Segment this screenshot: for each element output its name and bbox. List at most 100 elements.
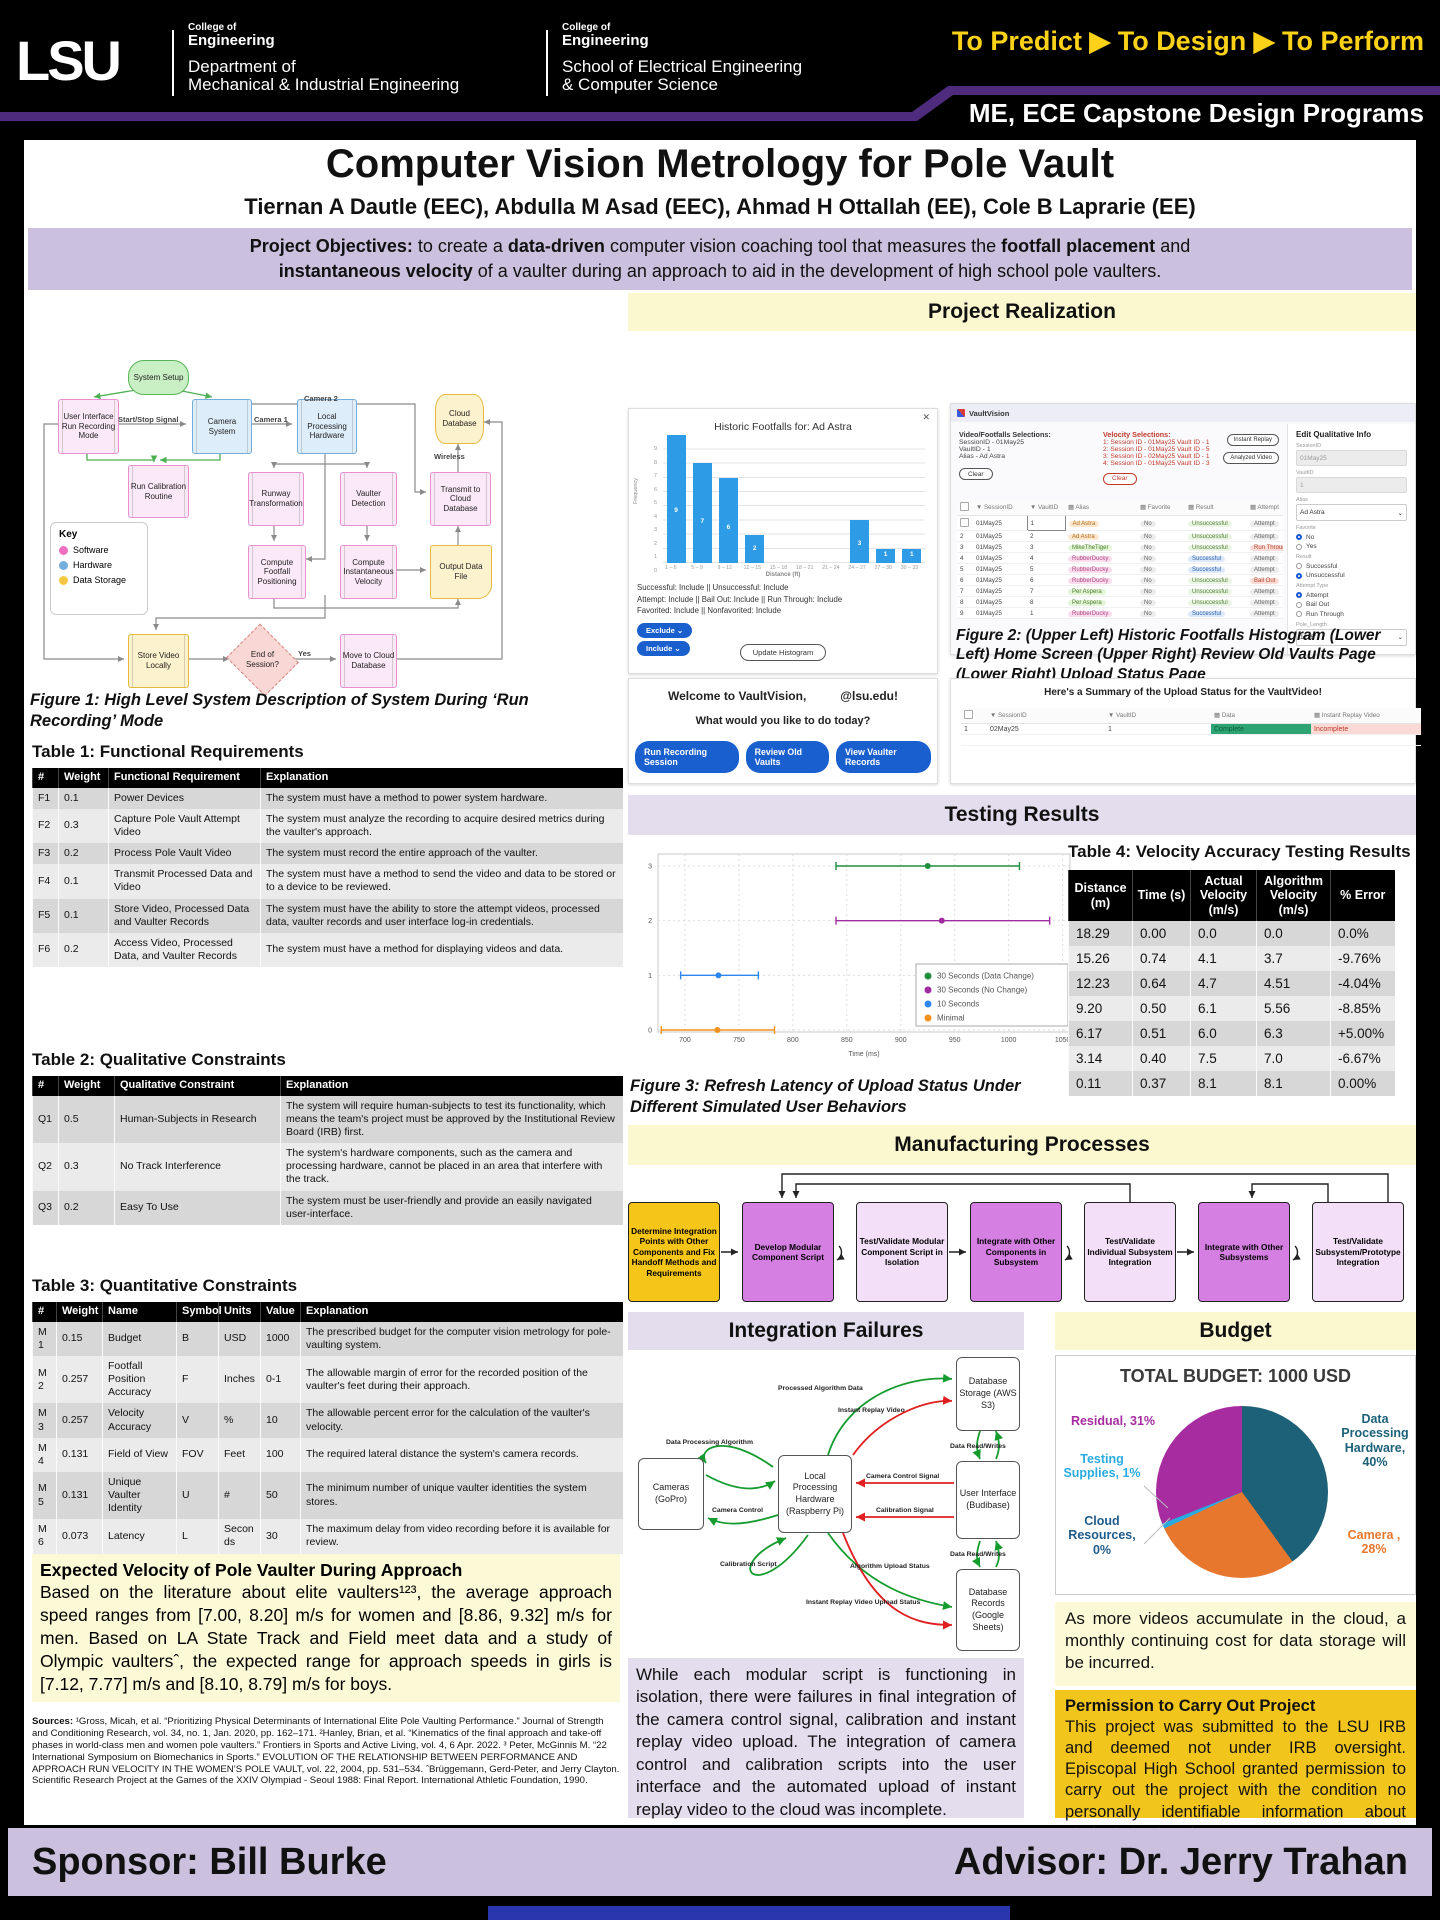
step-test-subsystem: Test/Validate Individual Subsystem Integ…: [1084, 1202, 1176, 1302]
vault-row[interactable]: 9 01May25 1 RubberDucky No Successful Attempt: [957, 607, 1283, 619]
table3-quantitative-constraints: # Weight Name Symbol Units Value Explanation M…: [32, 1302, 623, 1554]
sources-paragraph: Sources: ¹Gross, Micah, et al. “Prioriti…: [32, 1716, 620, 1787]
review-old-vaults-button[interactable]: Review Old Vaults: [745, 741, 829, 773]
upload-header-row: ▼ SessionID ▼ VaultID ▦ Data ▦ Instant Repl…: [961, 708, 1421, 724]
radio-icon[interactable]: [1296, 601, 1302, 608]
table-header-row: # Weight Name Symbol Units Value Explanation: [32, 1302, 623, 1322]
radio-icon[interactable]: [1296, 534, 1302, 540]
table2-qualitative-constraints: # Weight Qualitative Constraint Explanation…: [32, 1076, 623, 1225]
svg-text:850: 850: [841, 1037, 853, 1044]
pole-length-select[interactable]: 12' 6" ⌄: [1296, 628, 1407, 646]
figure2-caption: Figure 2: (Upper Left) Historic Footfall…: [956, 627, 1381, 683]
view-vaulter-records-button[interactable]: View Vaulter Records: [835, 741, 931, 773]
select-all-checkbox[interactable]: [964, 710, 973, 719]
histogram-screenshot: ✕ Historic Footfalls for: Ad Astra Frequ…: [628, 408, 938, 674]
vault-row[interactable]: 2 01May25 2 Ad Astra No Unsuccessful Attempt: [957, 530, 1283, 542]
svg-text:1050: 1050: [1055, 1037, 1071, 1044]
footer-band: Sponsor: Bill Burke Advisor: Dr. Jerry T…: [8, 1828, 1432, 1896]
pie-label-cloud: Cloud Resources, 0%: [1068, 1514, 1136, 1557]
upload-title: Here's a Summary of the Upload Status fo…: [1044, 687, 1322, 698]
section-budget: Budget: [1055, 1312, 1416, 1350]
table-row: M2 0.257 Footfall Position Accuracy F Inches…: [32, 1356, 623, 1404]
node-output-data-file: Output Data File: [430, 545, 492, 599]
budget-total-title: TOTAL BUDGET: 1000 USD: [1119, 1366, 1352, 1386]
velocity-selections: Velocity Selections: 1: Session ID - 01M…: [1103, 430, 1243, 485]
velocity-box-title: Expected Velocity of Pole Vaulter During…: [40, 1560, 463, 1580]
poster-body: Computer Vision Metrology for Pole Vault…: [24, 140, 1421, 1842]
table-row: 15.26 0.74 4.1 3.7 -9.76%: [1068, 946, 1395, 972]
favorite-no-radio[interactable]: No: [1296, 534, 1407, 541]
favorite-yes-radio[interactable]: Yes: [1296, 543, 1407, 550]
vault-row[interactable]: 7 01May25 7 Per Aspera No Unsuccessful Attempt: [957, 585, 1283, 597]
question-text: What would you like to do today?: [695, 715, 871, 727]
node-local-processing: Local Processing Hardware (Raspberry Pi): [778, 1455, 852, 1533]
row-checkbox[interactable]: [960, 517, 969, 527]
radio-icon[interactable]: [1296, 611, 1302, 617]
edge-data-readwrites-2: Data Read/Writes: [950, 1551, 1006, 1558]
close-icon[interactable]: ✕: [922, 412, 930, 422]
radio-icon[interactable]: [1296, 592, 1302, 598]
select-all-checkbox[interactable]: [960, 502, 969, 511]
runthrough-radio[interactable]: Run Through: [1296, 611, 1407, 618]
table1-functional-requirements: # Weight Functional Requirement Explanation…: [32, 768, 623, 967]
instant-replay-button[interactable]: Instant Replay: [1226, 434, 1279, 446]
clear-velocity-button[interactable]: Clear: [1103, 472, 1137, 485]
table4-title: Table 4: Velocity Accuracy Testing Resul…: [1068, 842, 1411, 861]
pie-label-dph: Data Processing Hardware, 40%: [1341, 1412, 1409, 1470]
vault-row[interactable]: 4 01May25 4 RubberDucky No Successful Attempt: [957, 552, 1283, 564]
table-row: M5 0.131 Unique Vaulter Identity U #50 The mi…: [32, 1471, 623, 1520]
radio-icon[interactable]: [1296, 563, 1302, 569]
vault-row[interactable]: 01May25 1 Ad Astra No Unsuccessful Attempt: [957, 515, 1283, 531]
college-me: College of Engineering Department of Mec…: [188, 22, 459, 95]
attempt-radio[interactable]: Attempt: [1296, 592, 1407, 599]
alias-select[interactable]: Ad Astra ⌄: [1296, 504, 1407, 521]
vault-row[interactable]: 8 01May25 8 Per Aspera No Unsuccessful Attempt: [957, 596, 1283, 608]
run-recording-button[interactable]: Run Recording Session: [635, 741, 739, 773]
bailout-radio[interactable]: Bail Out: [1296, 601, 1407, 608]
upload-row[interactable]: 1 02May25 1 Complete Incomplete: [961, 723, 1421, 735]
welcome-text: Welcome to VaultVision, @lsu.edu!: [668, 689, 898, 703]
svg-text:30 Seconds (No Change): 30 Seconds (No Change): [937, 986, 1028, 995]
pie-label-testing: Testing Supplies, 1%: [1063, 1452, 1141, 1481]
hardware-dot: [59, 560, 68, 570]
svg-text:Time (ms): Time (ms): [848, 1051, 879, 1058]
edit-panel-title: Edit Qualitative Info: [1296, 430, 1372, 439]
page-title: Computer Vision Metrology for Pole Vault: [325, 142, 1115, 186]
vaultid-field[interactable]: 1: [1296, 477, 1407, 493]
home-screen-screenshot: Welcome to VaultVision, @lsu.edu! What wo…: [628, 678, 938, 784]
figure1-system-diagram: System Setup User Interface Run Recordin…: [30, 352, 627, 688]
svg-text:3: 3: [648, 864, 652, 871]
clear-button[interactable]: Clear: [959, 468, 993, 480]
left-column: System Setup User Interface Run Recordin…: [30, 290, 627, 1825]
result-unsuccessful-radio[interactable]: Unsuccessful: [1296, 572, 1407, 579]
edge-label-yes: Yes: [298, 649, 311, 658]
table-header-row: # Weight Functional Requirement Explanation: [32, 768, 623, 788]
table-row: Q1 0.5 Human-Subjects in Research The syste…: [32, 1095, 623, 1144]
exclude-dropdown[interactable]: Exclude ⌄: [637, 623, 693, 639]
step-test-script: Test/Validate Modular Component Script i…: [856, 1202, 948, 1302]
update-histogram-button[interactable]: Update Histogram: [739, 644, 827, 662]
analyzed-video-button[interactable]: Analyzed Video: [1223, 452, 1279, 464]
advisor-text: Advisor: Dr. Jerry Trahan: [953, 1840, 1408, 1883]
home-buttons: Run Recording Session Review Old Vaults …: [635, 741, 931, 773]
svg-text:Minimal: Minimal: [937, 1014, 965, 1023]
node-local-processing: Local Processing Hardware: [297, 399, 357, 454]
exclude-include-buttons: Exclude ⌄ Include ⌄: [637, 620, 929, 657]
radio-icon[interactable]: [1296, 572, 1302, 579]
histogram-title: Historic Footfalls for: Ad Astra: [714, 421, 852, 433]
radio-icon[interactable]: [1296, 543, 1302, 550]
result-successful-radio[interactable]: Successful: [1296, 563, 1407, 570]
node-move-to-cloud: Move to Cloud Database: [340, 634, 397, 688]
vault-row[interactable]: 5 01May25 5 RubberDucky No Successful Attempt: [957, 563, 1283, 575]
svg-text:1000: 1000: [1001, 1037, 1017, 1044]
include-dropdown[interactable]: Include ⌄: [637, 641, 690, 657]
table-row: 9.20 0.50 6.1 5.56 -8.85%: [1068, 996, 1395, 1022]
lsu-logo: LSU: [16, 29, 122, 92]
vault-row[interactable]: 3 01May25 3 MikeTheTiger No Unsuccessful Run T…: [957, 541, 1283, 553]
sessionid-field[interactable]: 01May25: [1296, 450, 1407, 466]
pie-label-camera: Camera , 28%: [1347, 1528, 1401, 1557]
college-dept2: Mechanical & Industrial Engineering: [188, 75, 460, 95]
budget-pie-chart: [1156, 1406, 1328, 1578]
vault-row[interactable]: 6 01May25 6 RubberDucky No Unsuccessful Bail O…: [957, 574, 1283, 586]
